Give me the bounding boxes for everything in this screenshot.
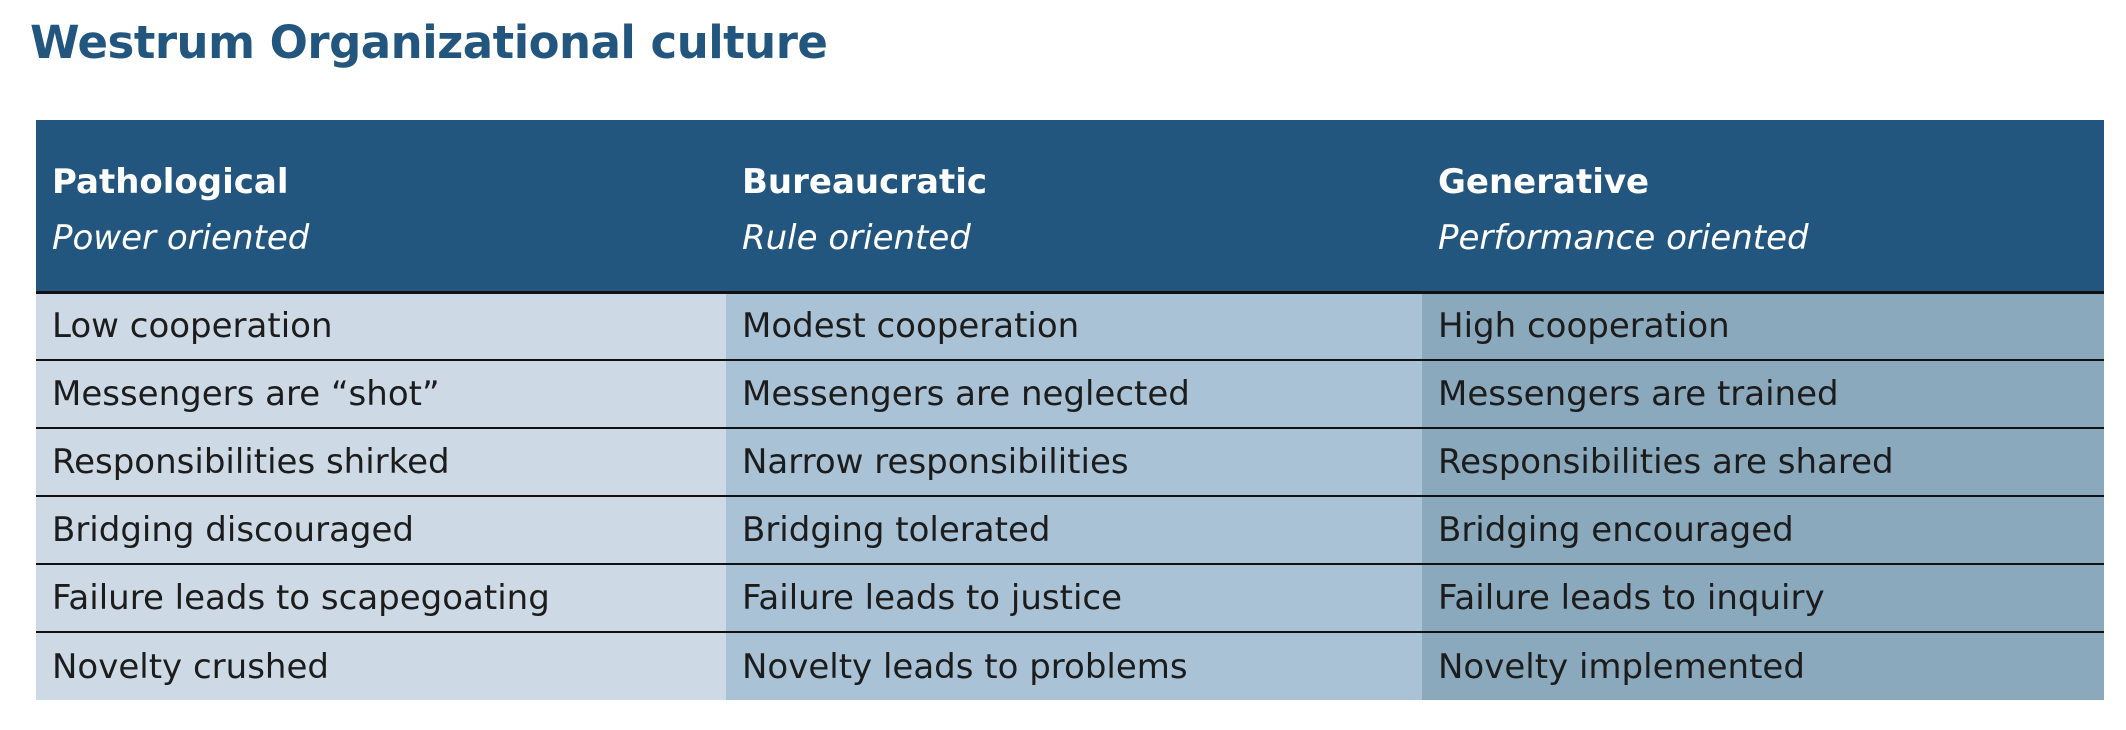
column-header-generative: Generative Performance oriented bbox=[1422, 120, 2104, 294]
column-name: Generative bbox=[1438, 162, 1650, 202]
cell-generative: Bridging encouraged bbox=[1422, 496, 2104, 565]
cell-generative: Novelty implemented bbox=[1422, 632, 2104, 700]
cell-bureaucratic: Failure leads to justice bbox=[726, 564, 1422, 633]
table-row: Messengers are “shot” Messengers are neg… bbox=[36, 360, 2104, 429]
column-orientation: Performance oriented bbox=[1438, 218, 1809, 258]
table-row: Responsibilities shirked Narrow responsi… bbox=[36, 428, 2104, 497]
cell-pathological: Messengers are “shot” bbox=[36, 360, 726, 429]
column-name: Pathological bbox=[52, 162, 289, 202]
column-orientation: Rule oriented bbox=[742, 218, 971, 258]
column-header-bureaucratic: Bureaucratic Rule oriented bbox=[726, 120, 1422, 294]
column-header-pathological: Pathological Power oriented bbox=[36, 120, 726, 294]
cell-bureaucratic: Novelty leads to problems bbox=[726, 632, 1422, 700]
cell-generative: Failure leads to inquiry bbox=[1422, 564, 2104, 633]
page-title: Westrum Organizational culture bbox=[30, 16, 828, 69]
cell-bureaucratic: Modest cooperation bbox=[726, 292, 1422, 361]
cell-pathological: Novelty crushed bbox=[36, 632, 726, 700]
cell-pathological: Responsibilities shirked bbox=[36, 428, 726, 497]
cell-pathological: Bridging discouraged bbox=[36, 496, 726, 565]
column-name: Bureaucratic bbox=[742, 162, 988, 202]
table-row: Novelty crushed Novelty leads to problem… bbox=[36, 632, 2104, 700]
header-row: Pathological Power oriented Bureaucratic… bbox=[36, 120, 2104, 294]
cell-pathological: Low cooperation bbox=[36, 292, 726, 361]
cell-generative: Responsibilities are shared bbox=[1422, 428, 2104, 497]
table-row: Bridging discouraged Bridging tolerated … bbox=[36, 496, 2104, 565]
table-row: Low cooperation Modest cooperation High … bbox=[36, 292, 2104, 361]
cell-pathological: Failure leads to scapegoating bbox=[36, 564, 726, 633]
column-orientation: Power oriented bbox=[52, 218, 310, 258]
table-row: Failure leads to scapegoating Failure le… bbox=[36, 564, 2104, 633]
cell-generative: High cooperation bbox=[1422, 292, 2104, 361]
cell-bureaucratic: Narrow responsibilities bbox=[726, 428, 1422, 497]
cell-bureaucratic: Bridging tolerated bbox=[726, 496, 1422, 565]
culture-table: Pathological Power oriented Bureaucratic… bbox=[36, 120, 2104, 700]
cell-generative: Messengers are trained bbox=[1422, 360, 2104, 429]
cell-bureaucratic: Messengers are neglected bbox=[726, 360, 1422, 429]
